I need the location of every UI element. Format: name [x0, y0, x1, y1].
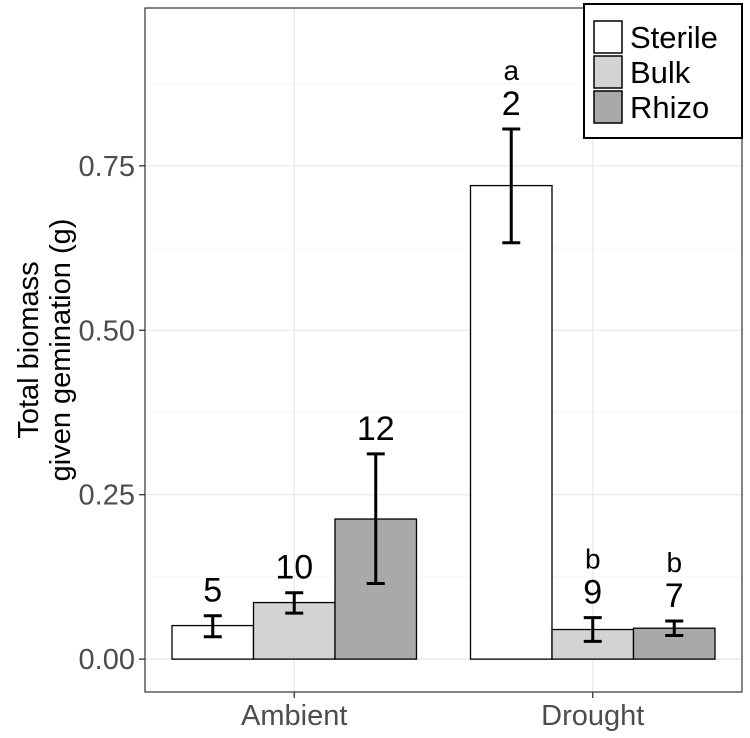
y-axis-title: Total biomass given gemination (g)	[13, 219, 77, 482]
y-tick-label: 0.25	[79, 480, 135, 512]
sample-size-label: 2	[502, 85, 521, 123]
y-axis: 0.00 0.25 0.50 0.75	[79, 151, 145, 676]
legend-key-bulk	[593, 55, 623, 89]
bars	[171, 184, 716, 660]
error-bar-bulk-drought	[583, 616, 602, 643]
error-bar-rhizo-drought	[665, 619, 684, 637]
legend-label-bulk: Bulk	[630, 55, 691, 90]
sample-size-label: 7	[665, 577, 684, 615]
plot-panel-border	[144, 7, 743, 693]
sample-size-label: 12	[357, 410, 395, 448]
significance-letter: b	[585, 544, 601, 575]
x-tick-label: Drought	[541, 700, 644, 732]
y-tick-label: 0.75	[79, 151, 135, 183]
grid-lines	[145, 8, 742, 692]
significance-letter: a	[503, 55, 519, 86]
sample-size-label: 9	[583, 574, 602, 612]
legend-label-rhizo: Rhizo	[630, 90, 709, 125]
y-axis-title-text: Total biomass given gemination (g)	[13, 219, 77, 482]
error-bars	[203, 127, 684, 643]
bar-sterile-drought	[469, 184, 553, 660]
y-tick-label: 0.00	[79, 644, 135, 676]
error-bar-rhizo-ambient	[366, 452, 385, 585]
error-bar-sterile-ambient	[203, 614, 222, 639]
bar-rhizo-ambient	[334, 518, 418, 660]
sample-size-label: 10	[275, 549, 313, 587]
legend-label-sterile: Sterile	[630, 20, 718, 55]
significance-letter: b	[666, 547, 682, 578]
y-axis-title-line: Total biomass	[13, 261, 45, 438]
y-axis-title-line: given gemination (g)	[45, 219, 77, 482]
y-tick-label: 0.50	[79, 315, 135, 347]
legend-key-rhizo	[593, 90, 623, 124]
sample-size-label: 5	[203, 572, 222, 610]
legend-key-sterile	[593, 20, 623, 54]
error-bar-bulk-ambient	[285, 591, 304, 615]
x-tick-label: Ambient	[241, 700, 347, 732]
error-bar-sterile-drought	[502, 127, 521, 245]
x-axis: Ambient Drought	[241, 692, 644, 732]
